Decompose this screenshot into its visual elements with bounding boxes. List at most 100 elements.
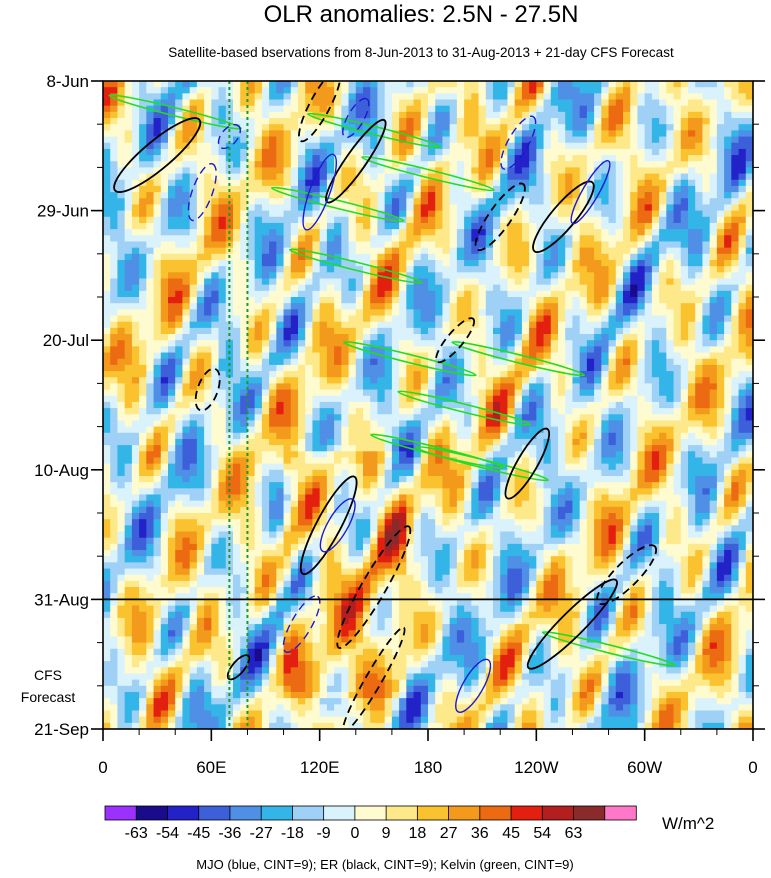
field-cell <box>153 445 162 452</box>
field-cell <box>247 364 256 372</box>
field-cell <box>326 599 335 606</box>
field-cell <box>196 414 205 421</box>
field-cell <box>110 204 118 211</box>
field-cell <box>283 587 292 594</box>
field-cell <box>175 580 183 588</box>
field-cell <box>160 420 169 427</box>
field-cell <box>189 593 198 600</box>
field-cell <box>131 599 140 606</box>
field-cell <box>196 334 205 341</box>
field-cell <box>182 432 191 440</box>
field-cell <box>420 401 429 409</box>
field-cell <box>276 679 284 687</box>
field-cell <box>420 383 429 390</box>
field-cell <box>406 192 414 199</box>
field-cell <box>384 698 393 705</box>
field-cell <box>435 272 443 279</box>
field-cell <box>117 438 126 446</box>
field-cell <box>283 445 292 452</box>
field-cell <box>182 303 191 310</box>
field-cell <box>276 364 284 372</box>
field-cell <box>391 704 400 711</box>
field-cell <box>348 173 357 181</box>
field-cell <box>298 550 306 557</box>
field-cell <box>269 401 277 409</box>
field-cell <box>211 105 219 113</box>
field-cell <box>298 543 306 551</box>
field-cell <box>153 648 162 656</box>
field-cell <box>153 198 162 205</box>
field-cell <box>233 383 241 390</box>
field-cell <box>189 500 198 508</box>
field-cell <box>139 204 147 211</box>
field-cell <box>204 253 212 261</box>
field-cell <box>189 451 198 458</box>
field-cell <box>103 161 111 168</box>
field-cell <box>377 358 386 366</box>
field-cell <box>153 414 162 421</box>
field-cell <box>211 192 219 199</box>
field-cell <box>103 259 111 267</box>
field-cell <box>168 691 176 699</box>
field-cell <box>254 568 263 576</box>
field-cell <box>420 685 429 693</box>
field-cell <box>290 654 299 662</box>
field-cell <box>110 580 118 588</box>
field-cell <box>204 506 212 514</box>
field-cell <box>348 550 357 557</box>
field-cell <box>435 229 443 236</box>
field-cell <box>370 469 378 477</box>
field-cell <box>240 469 248 477</box>
field-cell <box>196 500 205 508</box>
field-cell <box>233 111 241 119</box>
field-cell <box>384 513 393 520</box>
field-cell <box>298 111 306 119</box>
field-cell <box>319 401 328 409</box>
field-cell <box>131 710 140 718</box>
field-cell <box>254 87 263 94</box>
field-cell <box>377 192 386 199</box>
field-cell <box>326 229 335 236</box>
field-cell <box>370 111 378 119</box>
field-cell <box>377 253 386 261</box>
field-cell <box>341 358 349 366</box>
field-cell <box>103 710 111 718</box>
field-cell <box>247 556 256 563</box>
field-cell <box>406 327 414 335</box>
field-cell <box>103 667 111 674</box>
field-cell <box>435 99 443 107</box>
field-cell <box>305 679 313 687</box>
field-cell <box>204 488 212 495</box>
field-cell <box>428 118 436 125</box>
field-cell <box>334 352 342 360</box>
field-cell <box>348 358 357 366</box>
field-cell <box>341 408 349 415</box>
field-cell <box>355 334 364 341</box>
field-cell <box>334 130 342 137</box>
field-cell <box>384 630 393 637</box>
field-cell <box>406 253 414 261</box>
field-cell <box>261 599 270 606</box>
field-cell <box>269 550 277 557</box>
field-cell <box>283 235 292 242</box>
field-cell <box>160 556 169 563</box>
field-cell <box>435 611 443 619</box>
field-cell <box>211 229 219 236</box>
field-cell <box>298 445 306 452</box>
field-cell <box>334 334 342 341</box>
field-cell <box>355 624 364 631</box>
field-cell <box>189 408 198 415</box>
field-cell <box>298 710 306 718</box>
field-cell <box>204 124 212 131</box>
field-cell <box>413 475 422 483</box>
field-cell <box>168 136 176 144</box>
field-cell <box>283 605 292 613</box>
field-cell <box>283 395 292 403</box>
field-cell <box>435 87 443 94</box>
field-cell <box>298 562 306 569</box>
field-cell <box>146 605 154 613</box>
field-cell <box>247 562 256 569</box>
field-cell <box>370 99 378 107</box>
field-cell <box>117 198 126 205</box>
field-cell <box>363 371 371 378</box>
